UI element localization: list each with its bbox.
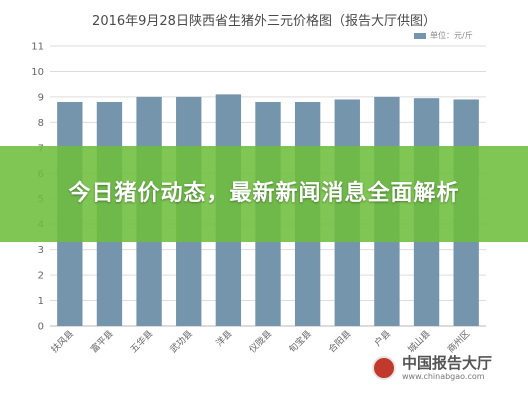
- x-tick-label: 户县: [372, 328, 393, 349]
- y-tick-label: 1: [38, 296, 44, 307]
- y-tick-label: 0: [38, 322, 44, 333]
- chart-title: 2016年9月28日陕西省生猪外三元价格图（报告大厅供图）: [92, 14, 436, 29]
- watermark: 中国报告大厅 www.chinabgao.com: [372, 354, 492, 382]
- watermark-name: 中国报告大厅: [402, 354, 493, 372]
- legend-swatch: [414, 32, 426, 39]
- y-tick-label: 8: [38, 118, 44, 129]
- x-tick-label: 五华县: [128, 328, 156, 356]
- x-tick-label: 合阳县: [326, 328, 354, 356]
- legend-label: 单位：元/斤: [430, 31, 473, 40]
- x-tick-label: 扶风县: [48, 328, 76, 356]
- x-tick-label: 旬宝县: [286, 328, 314, 356]
- y-tick-label: 10: [31, 67, 44, 78]
- y-tick-label: 11: [31, 42, 44, 53]
- headline-text: 今日猪价动态，最新新闻消息全面解析: [68, 181, 460, 206]
- headline-banner: 今日猪价动态，最新新闻消息全面解析: [0, 146, 528, 242]
- y-tick-label: 2: [38, 271, 44, 282]
- y-tick-label: 3: [38, 245, 44, 256]
- x-tick-label: 城山县: [406, 328, 433, 355]
- x-tick-label: 洋县: [213, 328, 234, 349]
- x-tick-label: 富平县: [88, 328, 116, 356]
- watermark-url: www.chinabgao.com: [402, 372, 485, 381]
- logo-icon: [372, 356, 396, 380]
- x-tick-label: 仪陇县: [247, 328, 275, 356]
- y-tick-label: 9: [38, 92, 44, 103]
- x-tick-label: 武功县: [167, 328, 195, 356]
- chart-legend: 单位：元/斤: [414, 30, 473, 41]
- x-tick-label: 商州区: [445, 328, 473, 356]
